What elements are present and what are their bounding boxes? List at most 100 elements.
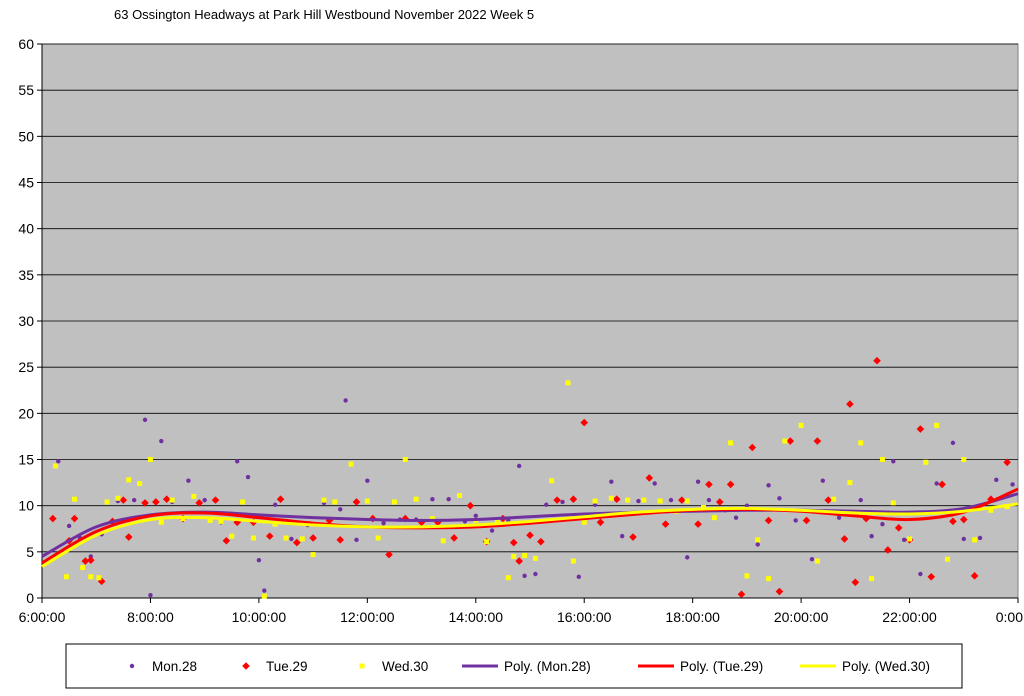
data-point-tue-29 xyxy=(509,538,518,547)
data-point-mon-28 xyxy=(142,417,148,422)
data-point-tue-29 xyxy=(49,514,57,523)
data-point-tue-29 xyxy=(141,499,149,507)
x-tick-label: 10:00:00 xyxy=(232,609,287,625)
data-point-tue-29 xyxy=(309,534,317,542)
data-point-tue-29 xyxy=(87,556,95,564)
data-point-wed-30 xyxy=(457,493,463,499)
x-tick-label: 6:00:00 xyxy=(19,609,66,625)
data-point-tue-29 xyxy=(851,578,860,587)
data-point-tue-29 xyxy=(884,546,892,554)
data-point-wed-30 xyxy=(532,555,538,561)
data-point-mon-28 xyxy=(381,521,386,526)
data-point-mon-28 xyxy=(918,571,923,577)
y-tick-label: 50 xyxy=(18,128,34,144)
data-point-tue-29 xyxy=(824,496,833,504)
data-point-wed-30 xyxy=(505,575,511,581)
data-point-wed-30 xyxy=(890,500,896,506)
data-point-wed-30 xyxy=(229,533,235,539)
data-point-wed-30 xyxy=(684,498,690,504)
data-point-wed-30 xyxy=(945,556,951,562)
data-point-tue-29 xyxy=(385,550,393,559)
x-tick-label: 14:00:00 xyxy=(449,609,504,625)
data-point-wed-30 xyxy=(755,537,761,543)
data-point-tue-29 xyxy=(705,480,713,489)
data-point-tue-29 xyxy=(293,538,301,547)
data-point-wed-30 xyxy=(88,574,94,580)
data-point-wed-30 xyxy=(283,535,289,541)
x-tick-label: 20:00:00 xyxy=(774,609,829,625)
data-point-tue-29 xyxy=(840,535,849,543)
plot-area: 0 5 10 15 20 25 30 35 40 45 50 55 60 6:00:00 8:00:00 10… xyxy=(18,36,1023,625)
data-point-tue-29 xyxy=(526,531,534,540)
data-point-wed-30 xyxy=(641,497,647,503)
chart-title: 63 Ossington Headways at Park Hill Westb… xyxy=(114,7,534,22)
data-point-tue-29 xyxy=(959,515,968,524)
data-point-wed-30 xyxy=(115,495,121,501)
legend-marker xyxy=(129,663,135,669)
data-point-mon-28 xyxy=(793,518,798,523)
data-point-mon-28 xyxy=(272,502,278,507)
y-tick-label: 15 xyxy=(18,452,34,468)
x-tick-label: 8:00:00 xyxy=(127,609,174,625)
data-point-tue-29 xyxy=(949,517,957,526)
data-point-mon-28 xyxy=(489,528,495,533)
data-point-mon-28 xyxy=(159,438,164,444)
data-point-tue-29 xyxy=(124,533,133,541)
data-point-mon-28 xyxy=(636,498,641,504)
data-point-wed-30 xyxy=(847,480,853,486)
data-point-wed-30 xyxy=(240,499,246,505)
data-point-wed-30 xyxy=(402,457,408,462)
y-tick-label: 35 xyxy=(18,267,34,283)
data-point-mon-28 xyxy=(522,573,527,579)
data-point-tue-29 xyxy=(222,536,231,545)
data-point-wed-30 xyxy=(814,558,820,564)
data-point-wed-30 xyxy=(440,538,446,544)
data-point-tue-29 xyxy=(645,474,654,482)
data-point-mon-28 xyxy=(235,459,240,464)
data-point-tue-29 xyxy=(678,496,686,504)
data-point-tue-29 xyxy=(596,518,605,527)
data-point-tue-29 xyxy=(1003,458,1011,467)
data-point-tue-29 xyxy=(748,443,757,452)
data-point-mon-28 xyxy=(131,497,137,503)
legend-marker xyxy=(359,663,365,669)
data-point-tue-29 xyxy=(629,533,637,541)
data-point-wed-30 xyxy=(511,553,517,559)
data-point-wed-30 xyxy=(104,499,110,505)
data-point-tue-29 xyxy=(802,516,811,525)
data-point-mon-28 xyxy=(66,523,72,529)
data-point-tue-29 xyxy=(715,498,724,506)
y-tick-label: 55 xyxy=(18,82,34,98)
data-point-mon-28 xyxy=(766,483,771,488)
data-point-wed-30 xyxy=(261,593,267,599)
data-point-wed-30 xyxy=(391,499,397,505)
data-point-tue-29 xyxy=(81,557,90,565)
data-point-wed-30 xyxy=(907,536,913,542)
data-point-wed-30 xyxy=(858,440,864,446)
trendline-poly-wed-30- xyxy=(41,502,1019,568)
data-point-mon-28 xyxy=(343,398,348,403)
data-point-tue-29 xyxy=(352,498,361,506)
data-point-mon-28 xyxy=(186,478,191,483)
data-point-wed-30 xyxy=(988,507,994,513)
y-tick-label: 40 xyxy=(18,221,34,237)
data-point-wed-30 xyxy=(592,498,598,504)
data-point-mon-28 xyxy=(961,536,966,542)
data-point-tue-29 xyxy=(265,532,274,540)
data-point-mon-28 xyxy=(619,533,625,539)
data-point-wed-30 xyxy=(158,519,164,525)
data-point-wed-30 xyxy=(364,498,370,504)
data-point-mon-28 xyxy=(516,463,522,469)
data-point-mon-28 xyxy=(202,497,207,503)
data-point-tue-29 xyxy=(553,496,561,504)
data-point-mon-28 xyxy=(880,521,885,527)
data-point-tue-29 xyxy=(336,536,345,544)
legend-label: Mon.28 xyxy=(152,659,197,674)
y-tick-label: 5 xyxy=(26,544,34,560)
data-point-mon-28 xyxy=(56,459,61,464)
data-point-mon-28 xyxy=(869,533,874,539)
data-point-mon-28 xyxy=(744,503,750,508)
data-point-mon-28 xyxy=(576,574,581,579)
data-point-wed-30 xyxy=(657,498,663,504)
x-tick-label: 0:00 xyxy=(996,609,1023,625)
